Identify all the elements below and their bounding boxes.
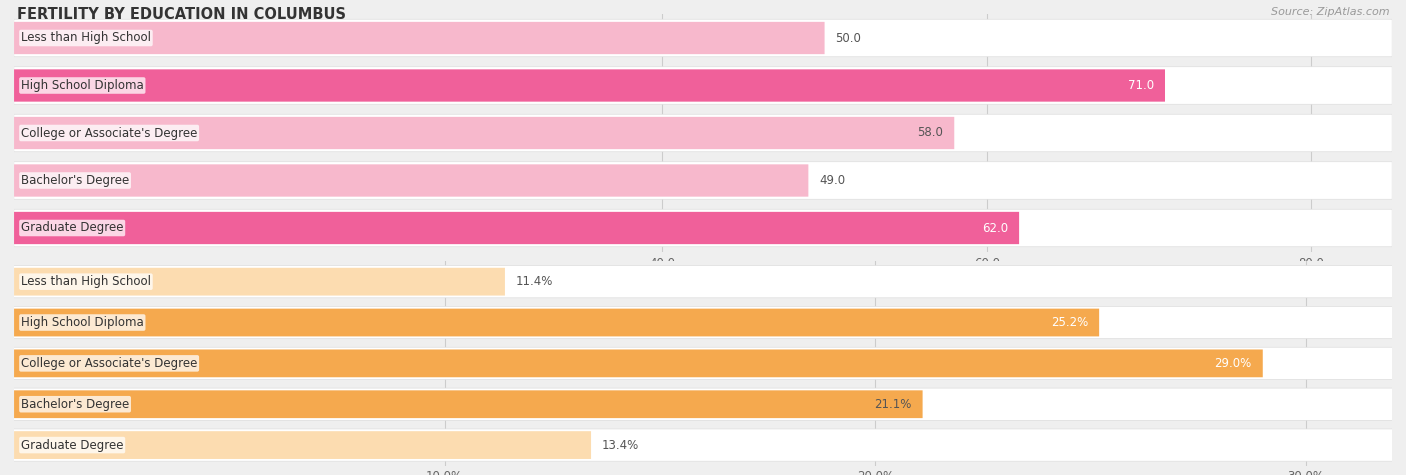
Text: High School Diploma: High School Diploma (21, 79, 143, 92)
Text: Graduate Degree: Graduate Degree (21, 438, 124, 452)
Text: Bachelor's Degree: Bachelor's Degree (21, 398, 129, 411)
FancyBboxPatch shape (14, 212, 1019, 244)
Text: Bachelor's Degree: Bachelor's Degree (21, 174, 129, 187)
Text: College or Associate's Degree: College or Associate's Degree (21, 357, 197, 370)
Text: 49.0: 49.0 (820, 174, 845, 187)
FancyBboxPatch shape (14, 67, 1392, 104)
Text: 25.2%: 25.2% (1050, 316, 1088, 329)
Text: 21.1%: 21.1% (875, 398, 911, 411)
Text: 58.0: 58.0 (917, 126, 943, 140)
FancyBboxPatch shape (14, 114, 1392, 152)
FancyBboxPatch shape (14, 19, 1392, 57)
FancyBboxPatch shape (14, 390, 922, 418)
Text: High School Diploma: High School Diploma (21, 316, 143, 329)
Text: Less than High School: Less than High School (21, 31, 150, 45)
FancyBboxPatch shape (14, 431, 591, 459)
Text: College or Associate's Degree: College or Associate's Degree (21, 126, 197, 140)
FancyBboxPatch shape (14, 350, 1263, 377)
FancyBboxPatch shape (14, 162, 1392, 199)
FancyBboxPatch shape (14, 164, 808, 197)
Text: FERTILITY BY EDUCATION IN COLUMBUS: FERTILITY BY EDUCATION IN COLUMBUS (17, 7, 346, 22)
FancyBboxPatch shape (14, 209, 1392, 247)
FancyBboxPatch shape (14, 69, 1166, 102)
FancyBboxPatch shape (14, 429, 1392, 461)
FancyBboxPatch shape (14, 306, 1392, 339)
Text: 29.0%: 29.0% (1215, 357, 1251, 370)
Text: 50.0: 50.0 (835, 31, 862, 45)
FancyBboxPatch shape (14, 388, 1392, 420)
Text: Source: ZipAtlas.com: Source: ZipAtlas.com (1271, 7, 1389, 17)
FancyBboxPatch shape (14, 117, 955, 149)
FancyBboxPatch shape (14, 268, 505, 295)
Text: 62.0: 62.0 (981, 221, 1008, 235)
Text: 11.4%: 11.4% (516, 275, 554, 288)
FancyBboxPatch shape (14, 309, 1099, 336)
Text: Less than High School: Less than High School (21, 275, 150, 288)
Text: 71.0: 71.0 (1128, 79, 1154, 92)
FancyBboxPatch shape (14, 22, 824, 54)
FancyBboxPatch shape (14, 266, 1392, 298)
FancyBboxPatch shape (14, 347, 1392, 380)
Text: 13.4%: 13.4% (602, 438, 640, 452)
Text: Graduate Degree: Graduate Degree (21, 221, 124, 235)
